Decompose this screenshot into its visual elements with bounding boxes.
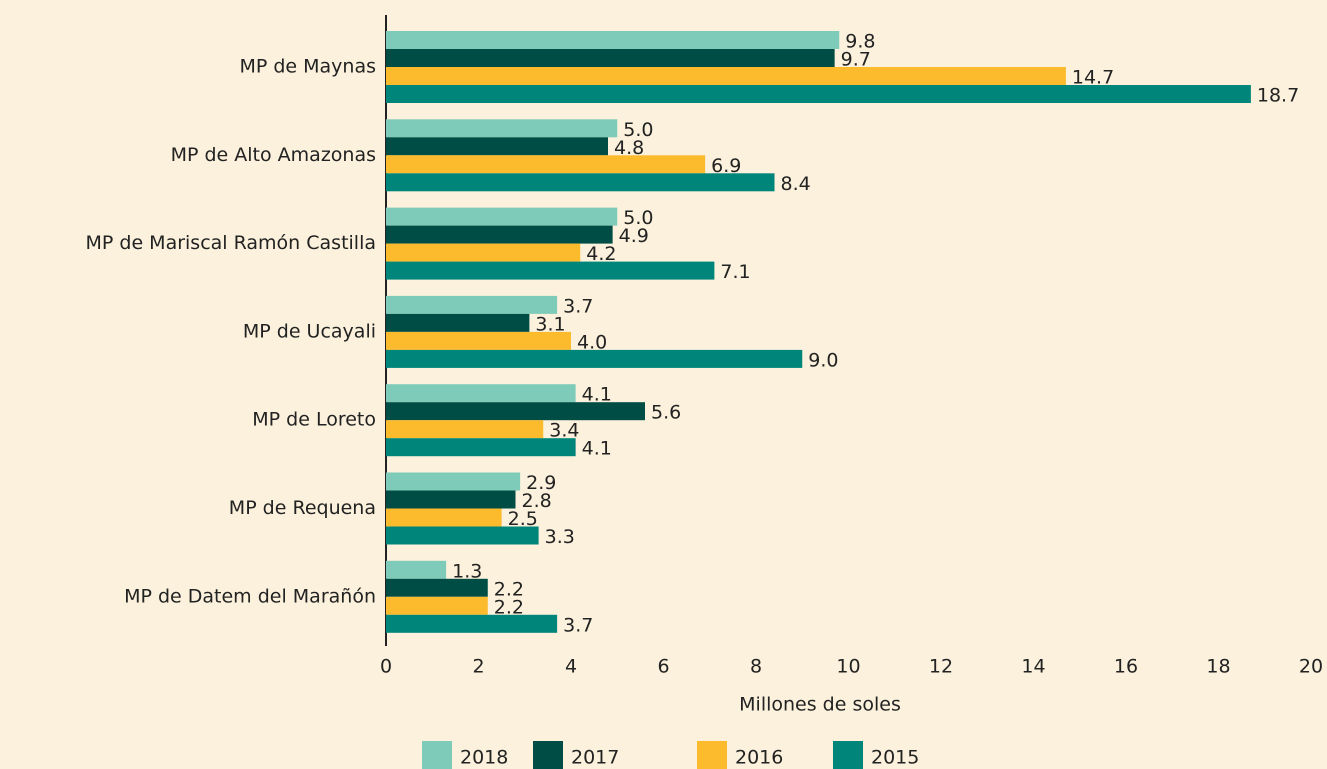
data-label: 7.1 (720, 261, 750, 283)
data-label: 14.7 (1072, 67, 1114, 89)
y-tick-label: MP de Datem del Marañón (124, 585, 376, 607)
bar (386, 614, 558, 633)
data-label: 2.2 (494, 596, 524, 618)
data-label: 3.7 (563, 614, 593, 636)
data-label: 4.2 (586, 243, 616, 265)
bar (386, 472, 521, 491)
x-tick-label: 16 (1114, 656, 1138, 678)
bar (386, 49, 835, 67)
data-label: 2.9 (526, 472, 556, 494)
data-label: 3.1 (535, 313, 565, 335)
data-label: 8.4 (781, 173, 811, 195)
x-tick-label: 20 (1299, 656, 1323, 678)
bar (386, 313, 530, 332)
data-label: 3.7 (563, 295, 593, 317)
bar (386, 508, 502, 527)
x-tick-label: 8 (750, 656, 762, 678)
x-tick-label: 12 (929, 656, 953, 678)
data-label: 18.7 (1257, 85, 1299, 107)
y-tick-label: MP de Ucayali (243, 320, 376, 342)
bar (386, 560, 447, 579)
bar (386, 31, 840, 49)
legend-swatch (422, 741, 452, 769)
data-label: 2.5 (508, 508, 538, 530)
bar (386, 596, 488, 615)
data-label: 4.8 (614, 137, 644, 159)
bar (386, 119, 618, 138)
data-label: 9.8 (845, 31, 875, 53)
data-label: 3.3 (545, 526, 575, 548)
bar (386, 331, 571, 350)
bar (386, 384, 576, 403)
y-tick-label: MP de Alto Amazonas (171, 144, 376, 166)
data-label: 2.2 (494, 578, 524, 600)
bar (386, 349, 803, 368)
bar (386, 420, 544, 439)
bar (386, 225, 613, 244)
data-label: 5.0 (623, 207, 653, 229)
x-tick-label: 10 (836, 656, 860, 678)
y-tick-label: MP de Requena (229, 497, 376, 519)
bar (386, 526, 539, 545)
legend-swatch (833, 741, 863, 769)
data-label: 9.0 (808, 349, 838, 371)
data-label: 4.1 (582, 384, 612, 406)
y-tick-label: MP de Mariscal Ramón Castilla (86, 232, 377, 254)
legend-swatch (697, 741, 727, 769)
x-tick-label: 4 (565, 656, 577, 678)
x-tick-label: 0 (380, 656, 392, 678)
bar (386, 173, 775, 192)
data-label: 4.9 (619, 225, 649, 247)
legend-label: 2018 (460, 747, 508, 769)
bar (386, 243, 581, 262)
y-tick-label: MP de Loreto (252, 409, 376, 431)
bar (386, 85, 1251, 103)
legend-label: 2017 (571, 747, 619, 769)
x-tick-label: 6 (657, 656, 669, 678)
y-tick-label: MP de Maynas (239, 56, 376, 78)
data-label: 5.0 (623, 119, 653, 141)
x-tick-label: 14 (1021, 656, 1045, 678)
x-tick-label: 2 (472, 656, 484, 678)
bar (386, 295, 558, 314)
bar (386, 137, 608, 156)
data-label: 9.7 (841, 49, 871, 71)
bar (386, 155, 706, 174)
bar (386, 261, 715, 280)
legend-label: 2016 (735, 747, 783, 769)
bar (386, 490, 516, 509)
bar (386, 438, 576, 457)
data-label: 6.9 (711, 155, 741, 177)
bar (386, 578, 488, 597)
data-label: 3.4 (549, 420, 579, 442)
x-tick-label: 18 (1206, 656, 1230, 678)
legend-swatch (533, 741, 563, 769)
data-label: 1.3 (452, 560, 482, 582)
legend-label: 2015 (871, 747, 919, 769)
data-label: 4.1 (582, 438, 612, 460)
data-label: 2.8 (522, 490, 552, 512)
data-label: 4.0 (577, 331, 607, 353)
bar (386, 67, 1066, 85)
data-label: 5.6 (651, 402, 681, 424)
bar (386, 207, 618, 226)
x-axis-label: Millones de soles (739, 694, 901, 716)
bar (386, 402, 645, 421)
